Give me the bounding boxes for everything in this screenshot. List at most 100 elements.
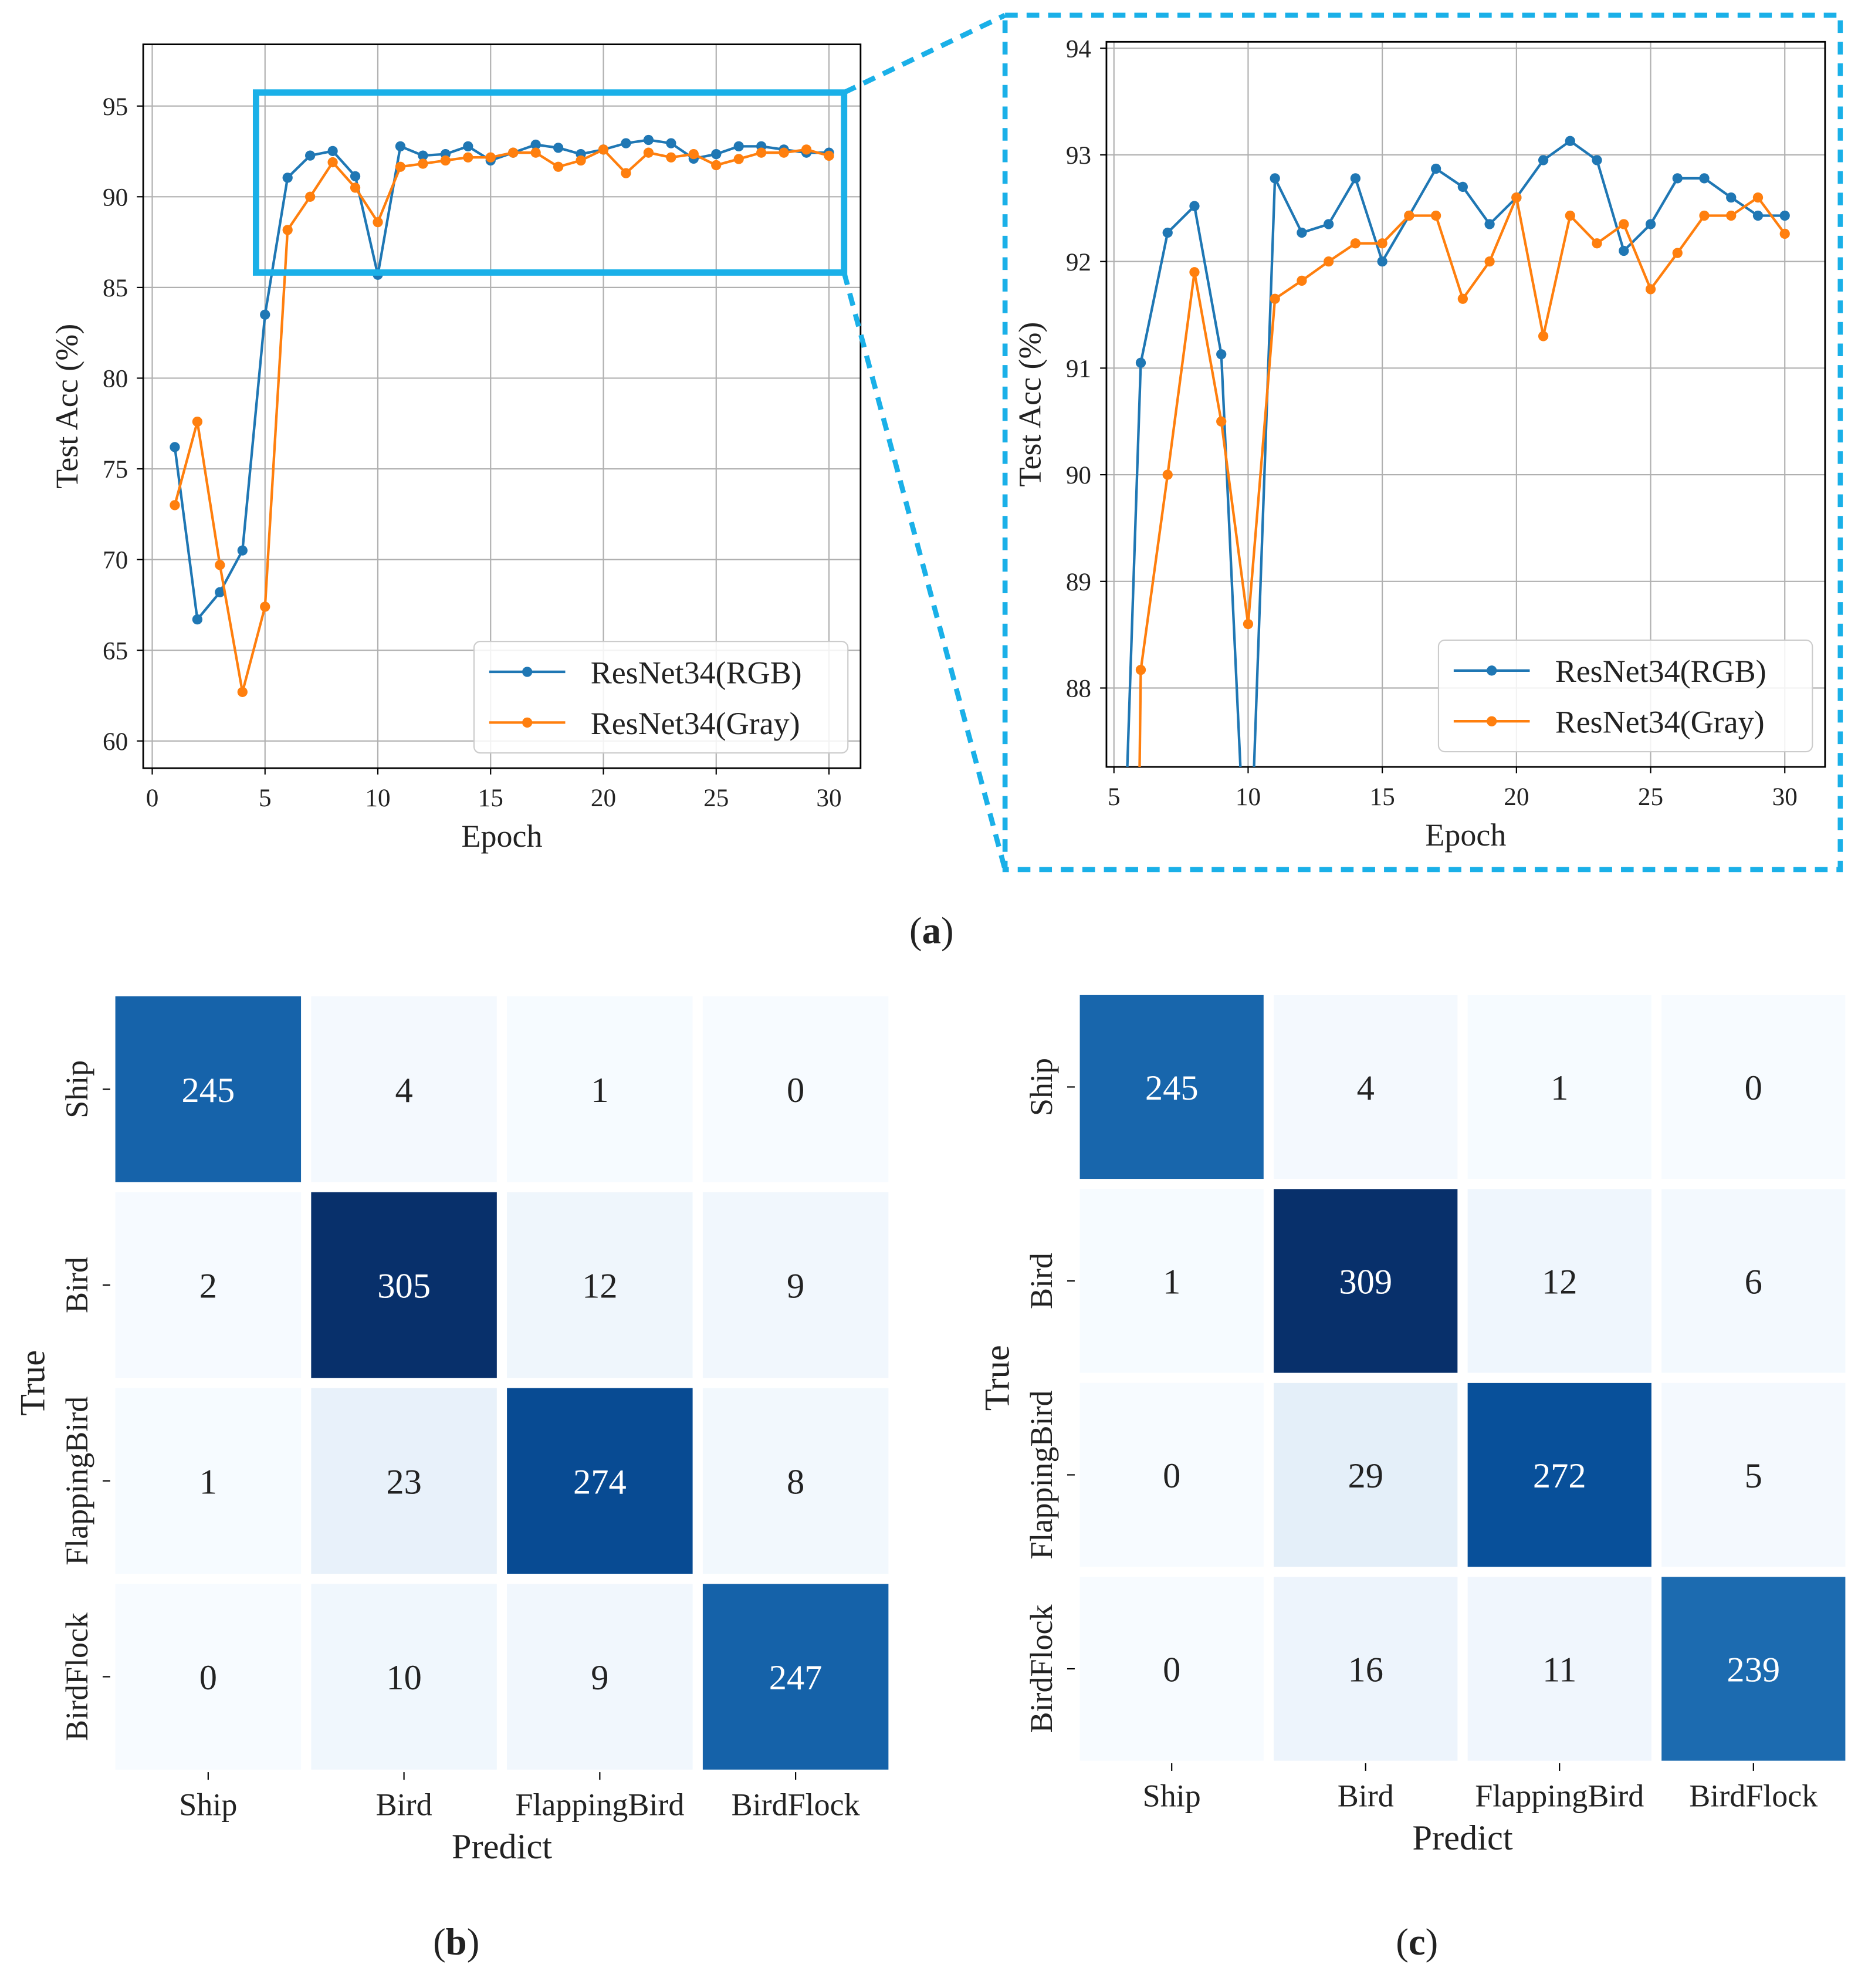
zoom-connector: [252, 12, 1843, 873]
legend-label: ResNet34(Gray): [591, 706, 800, 741]
data-point: [1726, 210, 1737, 221]
data-point: [1324, 219, 1334, 229]
x-tick-label: 20: [591, 785, 616, 812]
matrix-cell: [311, 1584, 497, 1770]
y-tick-label: BirdFlock: [1024, 1605, 1059, 1733]
series-line-segment: [263, 177, 289, 315]
matrix-cell: [1079, 1382, 1264, 1567]
data-point: [1592, 155, 1602, 165]
series-line-segment: [1166, 272, 1196, 475]
data-point: [1430, 210, 1441, 221]
matrix-cell: [115, 1192, 302, 1378]
data-point: [1699, 173, 1710, 184]
data-point: [530, 147, 541, 158]
legend-marker: [522, 667, 533, 677]
matrix-cell: [1274, 1189, 1458, 1373]
cell-value: 1: [1163, 1263, 1180, 1302]
data-point: [1162, 227, 1173, 238]
legend-box: [473, 641, 849, 754]
y-axis-label: Test Acc (%): [1013, 322, 1048, 487]
cell-value: 245: [1145, 1069, 1199, 1108]
cell-value: 5: [1745, 1456, 1762, 1496]
data-point: [463, 141, 473, 151]
matrix-cell: [311, 1192, 497, 1378]
data-point: [192, 417, 203, 427]
series-line-segment: [218, 564, 244, 692]
data-point: [485, 152, 496, 163]
y-tick-label: 91: [1066, 355, 1091, 383]
data-point: [395, 161, 406, 172]
matrix-cell: [507, 1388, 693, 1574]
data-point: [418, 150, 428, 161]
y-tick-label: BirdFlock: [59, 1612, 94, 1741]
series-line-segment: [1274, 177, 1303, 234]
data-point: [282, 225, 293, 235]
series-line-segment: [1220, 421, 1250, 624]
y-axis-label: True: [978, 1345, 1017, 1411]
data-point: [1162, 469, 1173, 480]
series-line-segment: [1354, 178, 1384, 262]
matrix-cell: [1079, 995, 1264, 1179]
matrix-cell: [1079, 1189, 1264, 1373]
data-point: [170, 500, 180, 510]
data-point: [1565, 136, 1575, 146]
legend-label: ResNet34(Gray): [1555, 705, 1765, 740]
data-point: [1645, 284, 1656, 295]
data-point: [1135, 664, 1146, 675]
data-point: [688, 149, 699, 160]
series-line-segment: [1461, 261, 1491, 300]
series-line-segment: [1381, 214, 1410, 245]
data-point: [1350, 238, 1361, 249]
x-tick-label: 15: [478, 785, 503, 812]
data-point: [1189, 267, 1200, 278]
cell-value: 12: [582, 1267, 617, 1306]
matrix-cell: [115, 1584, 302, 1770]
data-point: [1377, 238, 1387, 249]
plot-frame: [142, 43, 862, 769]
cell-value: 1: [1551, 1069, 1568, 1108]
series-line-segment: [1381, 215, 1410, 262]
series-line-segment: [602, 148, 627, 174]
data-point: [1243, 618, 1254, 630]
x-axis-label: Predict: [1412, 1818, 1512, 1858]
cell-value: 0: [787, 1071, 804, 1110]
data-point: [711, 149, 722, 160]
legend-label: ResNet34(RGB): [1555, 654, 1766, 689]
zoom-frame: [1002, 12, 1843, 873]
series-line-segment: [1247, 299, 1277, 624]
data-point: [237, 687, 248, 697]
series-line-segment: [286, 196, 312, 231]
series-line-segment: [196, 421, 221, 566]
data-point: [1752, 210, 1764, 221]
data-point: [553, 143, 564, 153]
series-line-segment: [1193, 272, 1223, 422]
series-line-segment: [1193, 205, 1223, 355]
series-line-segment: [1253, 178, 1277, 768]
data-point: [1619, 245, 1629, 256]
data-point: [1699, 210, 1710, 221]
x-axis-label: Epoch: [462, 819, 543, 854]
x-tick-label: 10: [365, 785, 390, 812]
data-point: [733, 154, 744, 164]
cell-value: 305: [377, 1267, 431, 1306]
series-line-segment: [1328, 242, 1356, 263]
y-tick-label: 90: [1066, 462, 1091, 489]
data-point: [305, 191, 316, 202]
x-tick-label: Ship: [1143, 1778, 1201, 1813]
data-point: [1779, 210, 1790, 221]
data-point: [801, 144, 812, 155]
series-line-segment: [1649, 177, 1679, 225]
series-line-segment: [1220, 354, 1242, 768]
x-tick-label: 10: [1236, 783, 1261, 811]
data-point: [733, 141, 744, 151]
series-0: [1126, 136, 1790, 768]
data-point: [350, 171, 361, 182]
series-line-segment: [1515, 159, 1545, 198]
cell-value: 10: [386, 1658, 421, 1698]
series-line-segment: [263, 229, 289, 607]
cell-value: 23: [386, 1462, 421, 1502]
caption-a-letter: a: [922, 910, 941, 952]
data-point: [1779, 228, 1790, 239]
series-line-segment: [625, 151, 649, 174]
matrix-cell: [1661, 995, 1846, 1179]
